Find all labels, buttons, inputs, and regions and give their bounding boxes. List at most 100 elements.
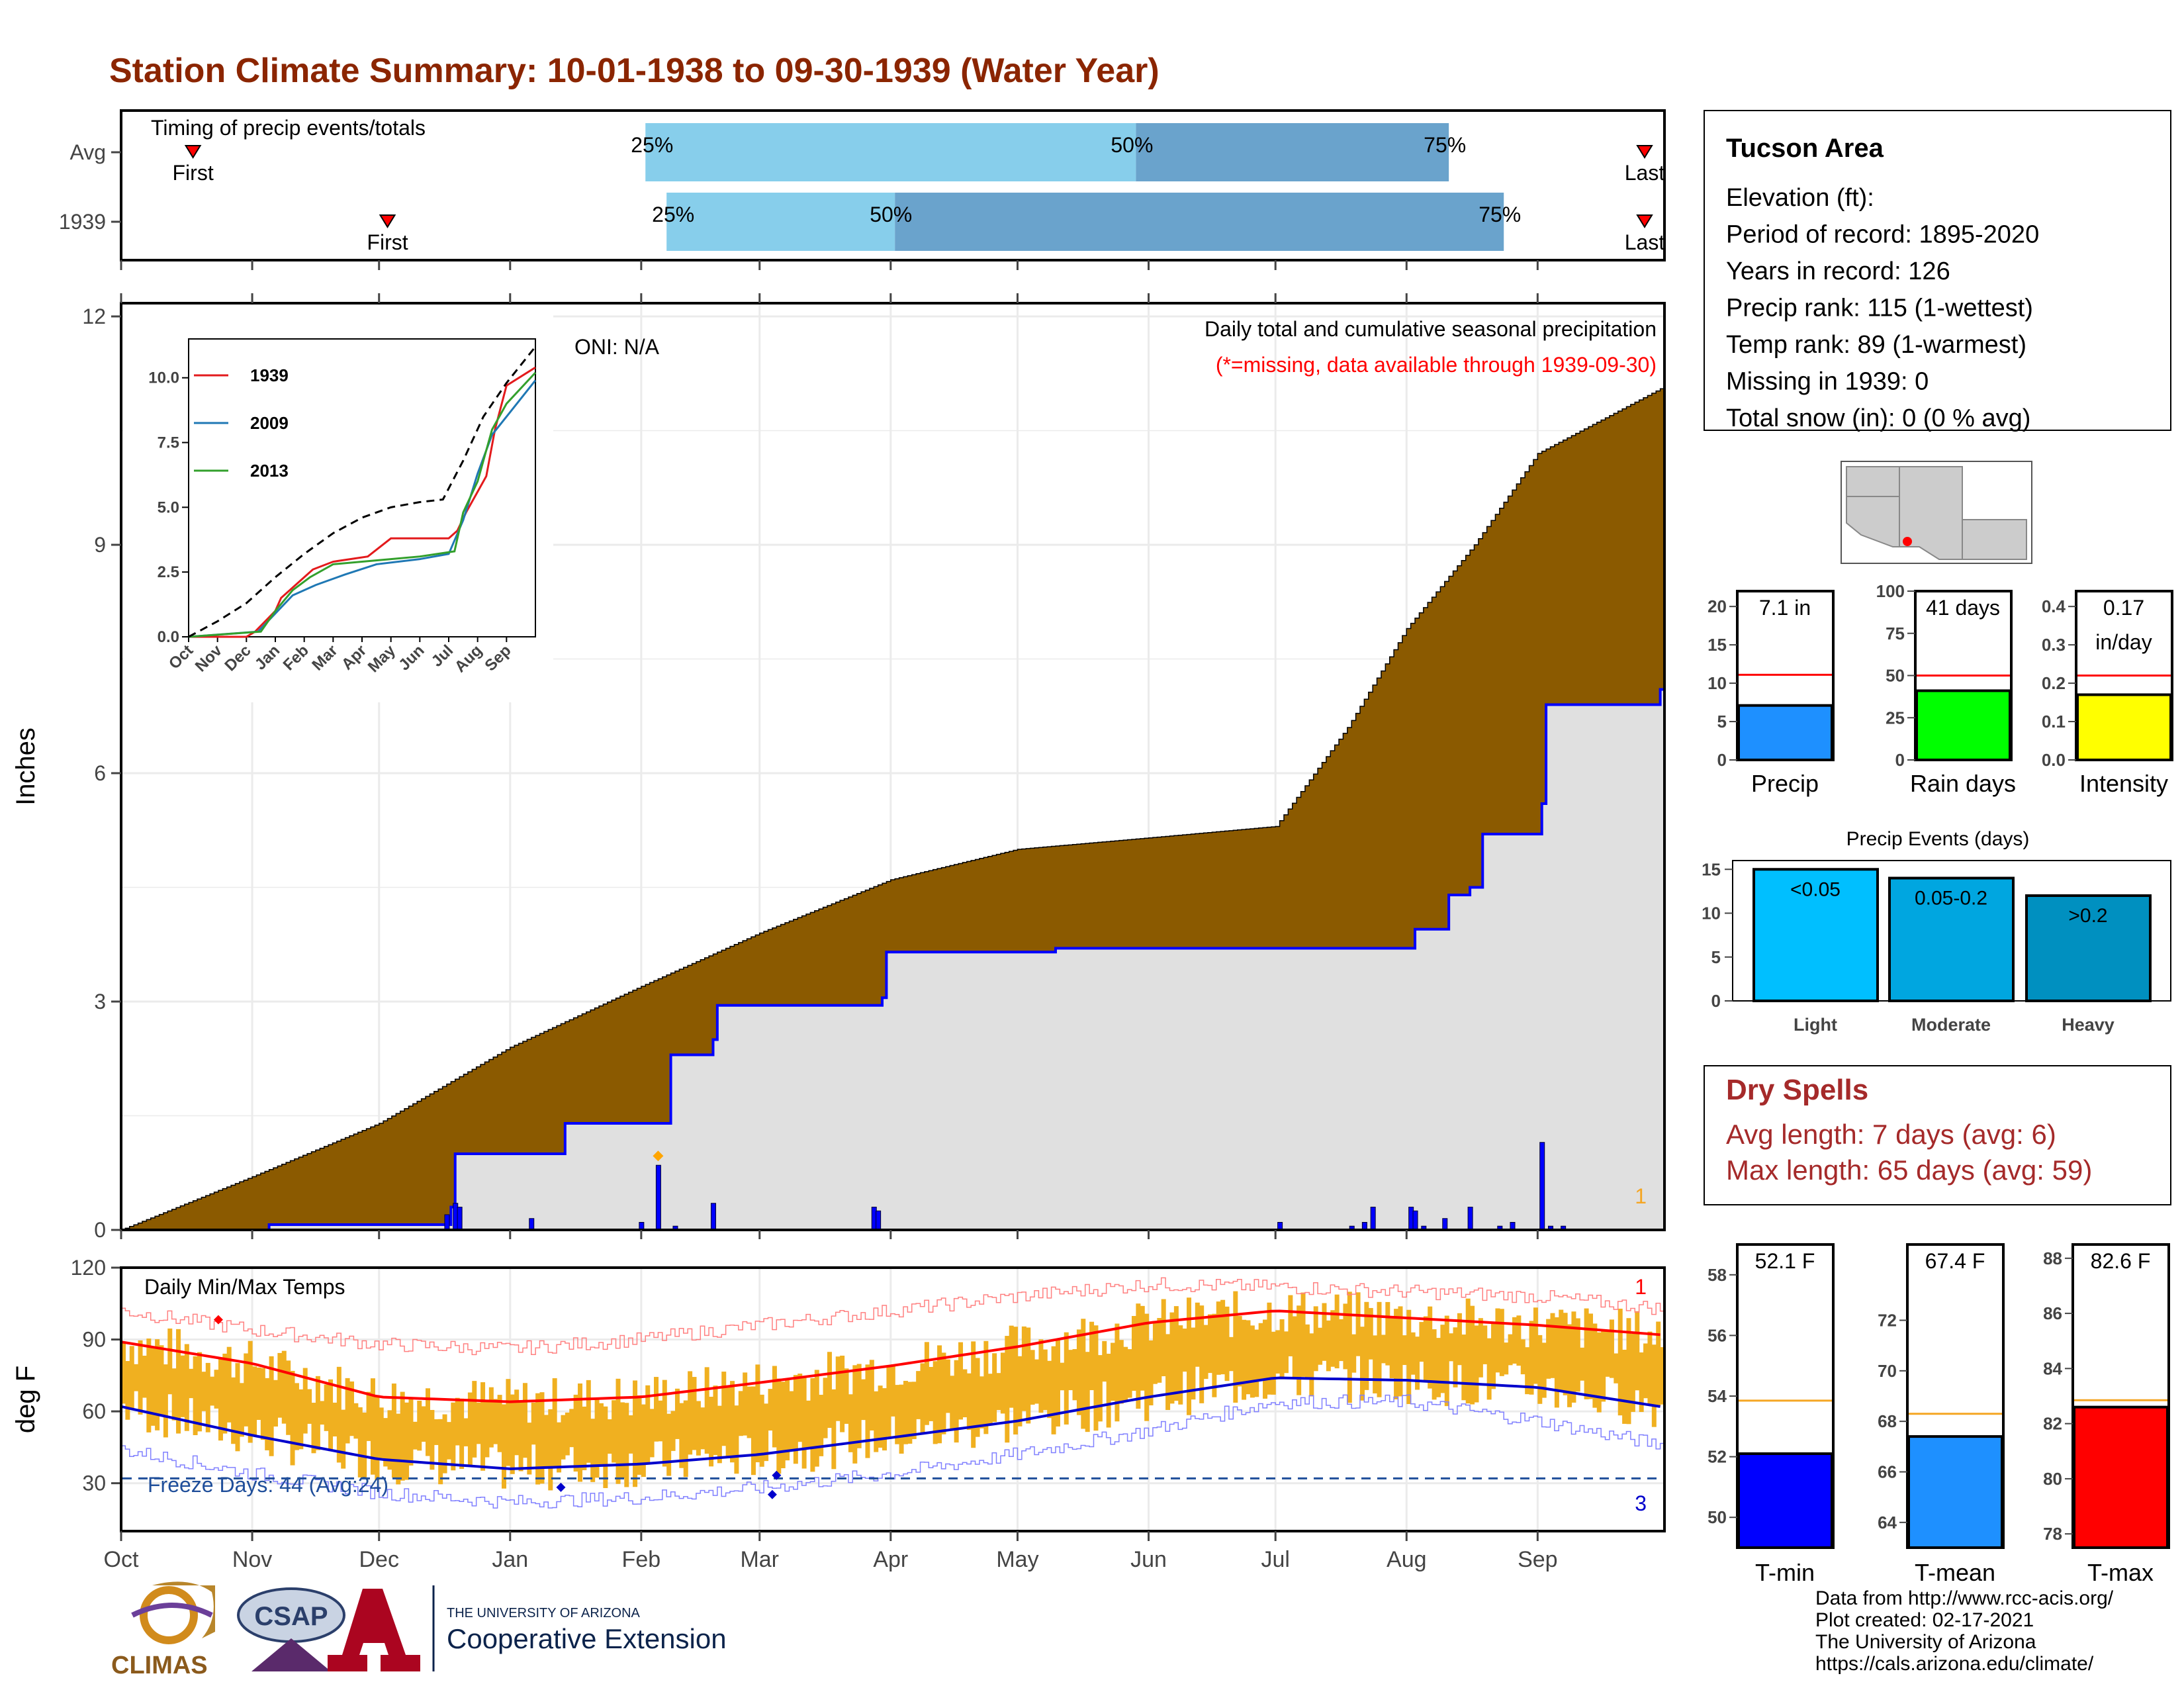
daily-temp-bar <box>493 1399 498 1444</box>
daily-temp-bar <box>138 1340 143 1415</box>
dry-spells-box: Dry Spells Avg length: 7 days (avg: 6) M… <box>1704 1065 2171 1205</box>
daily-temp-bar <box>1656 1321 1661 1407</box>
dry-spells-avg: Avg length: 7 days (avg: 6) <box>1726 1119 2056 1150</box>
daily-precip-bar <box>1370 1207 1376 1231</box>
temp-ytick-label: 90 <box>82 1328 106 1352</box>
daily-temp-bar <box>1165 1334 1171 1411</box>
location-map <box>1841 461 2032 564</box>
daily-temp-bar <box>1034 1359 1040 1404</box>
daily-temp-bar <box>1216 1301 1221 1375</box>
daily-temp-bar <box>345 1378 350 1444</box>
daily-temp-bar <box>510 1394 515 1474</box>
daily-temp-bar <box>565 1412 570 1456</box>
daily-temp-bar <box>1322 1303 1327 1361</box>
daily-temp-bar <box>848 1394 853 1452</box>
daily-temp-bar <box>852 1365 858 1464</box>
daily-temp-bar <box>1081 1319 1086 1429</box>
daily-temp-bar <box>1334 1294 1340 1369</box>
events-ytick-label: 10 <box>1702 904 1721 923</box>
daily-temp-bar <box>1318 1327 1323 1365</box>
daily-temp-bar <box>1304 1324 1310 1380</box>
daily-temp-bar <box>353 1403 359 1439</box>
metric-ytick-label: 0.0 <box>2042 750 2066 770</box>
timing-bar-25-50 <box>666 193 895 251</box>
daily-temp-bar <box>1419 1322 1424 1362</box>
metric-bar <box>2076 693 2172 762</box>
daily-temp-bar <box>324 1384 329 1431</box>
daily-temp-bar <box>1178 1325 1183 1405</box>
metric-bar <box>1737 1452 1833 1550</box>
daily-temp-bar <box>328 1379 334 1452</box>
metric-label: Intensity <box>2079 770 2168 797</box>
daily-temp-bar <box>1093 1325 1099 1431</box>
month-label: Nov <box>232 1547 272 1572</box>
daily-temp-bar <box>455 1397 460 1446</box>
daily-temp-bar <box>1609 1319 1614 1378</box>
daily-temp-bar <box>1115 1323 1120 1422</box>
daily-temp-bar <box>806 1400 811 1450</box>
daily-temp-bar <box>1085 1352 1090 1432</box>
daily-temp-bar <box>1343 1303 1348 1370</box>
daily-temp-bar <box>1275 1330 1281 1374</box>
daily-temp-bar <box>1529 1321 1534 1395</box>
daily-temp-bar <box>514 1389 520 1456</box>
daily-temp-bar <box>789 1391 794 1450</box>
metric-ytick-label: 64 <box>1878 1513 1897 1532</box>
normal-max-line <box>120 1309 1661 1403</box>
daily-temp-bar <box>835 1356 841 1421</box>
daily-temp-bar <box>1474 1325 1479 1403</box>
daily-temp-bar <box>226 1346 232 1423</box>
daily-temp-bar <box>1326 1320 1331 1372</box>
events-bar-label: >0.2 <box>2068 905 2107 927</box>
station-location-dot <box>1903 537 1912 546</box>
metric-ytick-label: 52 <box>1707 1447 1727 1467</box>
month-label: Apr <box>873 1547 908 1572</box>
daily-temp-bar <box>1021 1326 1026 1411</box>
daily-temp-bar <box>1064 1332 1069 1425</box>
daily-temp-bar <box>725 1385 731 1456</box>
daily-temp-bar <box>1368 1307 1373 1360</box>
daily-temp-bar <box>1339 1319 1344 1362</box>
metric-ytick-label: 56 <box>1707 1325 1727 1345</box>
daily-temp-bar <box>1614 1353 1619 1383</box>
daily-temp-bar <box>159 1345 164 1416</box>
metric-ytick-label: 58 <box>1707 1265 1727 1285</box>
daily-temp-bar <box>1258 1323 1263 1382</box>
inset-ytick-label: 7.5 <box>158 434 179 452</box>
daily-temp-bar <box>612 1400 617 1463</box>
daily-temp-bar <box>302 1368 308 1434</box>
inset-series-2013 <box>188 371 537 638</box>
daily-temp-bar <box>780 1382 786 1468</box>
temp-ytick-label: 120 <box>71 1256 106 1280</box>
daily-temp-bar <box>1224 1306 1230 1382</box>
daily-temp-bar <box>341 1409 346 1469</box>
events-bar <box>1752 868 1879 1002</box>
metric-ytick-label: 15 <box>1707 635 1727 655</box>
metric-value-label: 67.4 F <box>1925 1249 1985 1273</box>
daily-temp-bar <box>929 1366 934 1421</box>
daily-temp-bar <box>569 1409 574 1448</box>
daily-temp-bar <box>1068 1350 1073 1391</box>
daily-temp-bar <box>134 1364 139 1391</box>
daily-temp-bar <box>1622 1349 1627 1424</box>
timing-row-label: Avg <box>69 140 106 164</box>
timing-label-50: 50% <box>870 203 912 226</box>
daily-temp-bar <box>1398 1306 1403 1397</box>
daily-temp-bar <box>721 1372 727 1446</box>
daily-temp-bar <box>417 1400 422 1451</box>
daily-temp-bar <box>1588 1313 1593 1399</box>
metric-ytick-label: 0 <box>1895 750 1905 770</box>
events-title: Precip Events (days) <box>1846 828 2030 850</box>
temp-ylabel: deg F <box>11 1366 40 1433</box>
daily-temp-bar <box>1173 1306 1179 1401</box>
metric-ytick-label: 68 <box>1878 1411 1897 1431</box>
daily-temp-bar <box>590 1419 596 1482</box>
daily-temp-bar <box>886 1366 891 1437</box>
daily-temp-bar <box>628 1415 633 1454</box>
daily-temp-bar <box>1233 1291 1238 1403</box>
station-info-line: Period of record: 1895-2020 <box>1726 221 2039 249</box>
daily-temp-bar <box>1546 1319 1551 1379</box>
daily-temp-bar <box>210 1376 215 1406</box>
daily-temp-bar <box>945 1359 950 1413</box>
timing-label-75: 75% <box>1479 203 1521 226</box>
